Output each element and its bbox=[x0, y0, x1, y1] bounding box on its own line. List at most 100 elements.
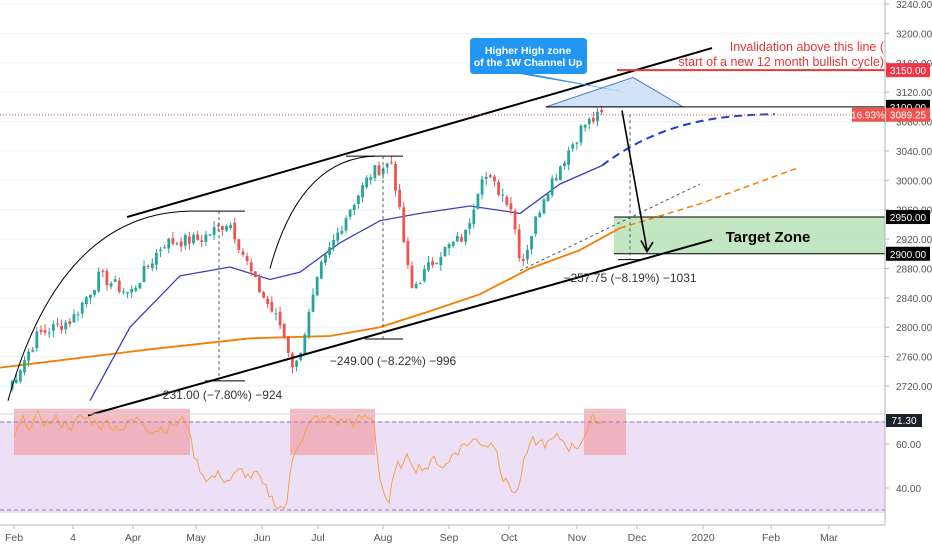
candle bbox=[455, 231, 459, 243]
candle-body bbox=[509, 203, 513, 210]
candle bbox=[377, 161, 381, 176]
candle bbox=[64, 319, 68, 335]
higher-high-label: Higher High zone of the 1W Channel Up bbox=[474, 45, 583, 69]
candle bbox=[472, 203, 476, 229]
price-marker-label: 2950.00 bbox=[890, 213, 927, 224]
price-marker bbox=[886, 210, 930, 225]
price-tick-label: 3120.00 bbox=[896, 88, 932, 99]
candle-body bbox=[559, 166, 562, 180]
candle bbox=[27, 348, 31, 367]
candle-body bbox=[521, 258, 525, 261]
arc-curve-2 bbox=[269, 155, 376, 269]
price-tick-label: 3000.00 bbox=[896, 176, 932, 187]
candle bbox=[175, 241, 179, 246]
candle bbox=[460, 233, 463, 243]
candle-body bbox=[402, 207, 406, 243]
candle bbox=[18, 369, 22, 384]
candle-body bbox=[348, 209, 352, 217]
candle-body bbox=[328, 247, 331, 256]
time-tick-label: Sep bbox=[440, 532, 459, 544]
price-tick-label: 2720.00 bbox=[896, 382, 932, 393]
candle-body bbox=[138, 283, 142, 289]
candle bbox=[410, 261, 414, 289]
candle bbox=[220, 225, 224, 236]
candle-body bbox=[295, 360, 298, 367]
rsi-overbought-zone bbox=[14, 408, 190, 455]
candle bbox=[183, 233, 187, 250]
candle bbox=[229, 222, 233, 231]
candle bbox=[542, 197, 546, 215]
candle-body bbox=[122, 291, 125, 293]
candle bbox=[163, 244, 167, 249]
candle-body bbox=[381, 168, 385, 175]
candle bbox=[291, 351, 294, 374]
invalidation-label: Invalidation above this line (start of a… bbox=[678, 40, 884, 69]
candle bbox=[43, 324, 47, 336]
candle bbox=[369, 174, 373, 185]
time-tick-label: Jul bbox=[311, 532, 324, 544]
price-marker-label: 2900.00 bbox=[890, 250, 927, 261]
candle bbox=[414, 281, 418, 289]
candle bbox=[336, 227, 340, 244]
candle bbox=[31, 347, 35, 353]
candle bbox=[435, 262, 439, 265]
candle-body bbox=[563, 162, 566, 167]
candle bbox=[249, 258, 253, 276]
candle bbox=[352, 203, 356, 216]
candle-body bbox=[377, 165, 381, 176]
candle bbox=[559, 165, 562, 181]
candle bbox=[187, 231, 191, 251]
candle bbox=[493, 174, 496, 187]
candle-body bbox=[274, 313, 278, 315]
last-price-marker bbox=[886, 107, 930, 122]
candle bbox=[418, 281, 422, 285]
candle-body bbox=[418, 283, 422, 285]
rsi-line bbox=[13, 410, 603, 510]
rsi-tick-label: 60.00 bbox=[896, 440, 921, 451]
candle bbox=[427, 255, 430, 272]
candle-body bbox=[484, 176, 488, 179]
candle bbox=[385, 162, 389, 174]
candle-body bbox=[357, 195, 360, 205]
candle-body bbox=[167, 238, 171, 249]
candle bbox=[109, 281, 113, 290]
price-marker-label: 3150.00 bbox=[890, 66, 927, 77]
candle-body bbox=[476, 193, 480, 209]
candle-body bbox=[291, 353, 294, 368]
candle-body bbox=[163, 247, 167, 249]
candle-body bbox=[550, 178, 554, 196]
candle-body bbox=[101, 270, 105, 272]
candle bbox=[171, 231, 175, 246]
time-tick-label: Apr bbox=[125, 532, 142, 544]
projection-arrow-head bbox=[640, 240, 654, 254]
candle bbox=[319, 259, 323, 280]
measure-label-aug: −249.00 (−8.22%) −996 bbox=[330, 354, 457, 368]
candle bbox=[538, 210, 542, 218]
candle-body bbox=[43, 330, 47, 333]
time-tick-label: Mar bbox=[820, 532, 839, 544]
candle bbox=[51, 320, 55, 338]
candle bbox=[35, 327, 39, 352]
target-zone-area bbox=[614, 217, 885, 254]
last-price-label: 3089.25 bbox=[890, 111, 927, 122]
candle-body bbox=[385, 163, 389, 168]
candle-body bbox=[270, 301, 274, 312]
candle bbox=[23, 356, 26, 376]
candle bbox=[204, 231, 208, 246]
candle-body bbox=[171, 238, 175, 244]
candle-body bbox=[225, 226, 228, 231]
candle bbox=[563, 160, 566, 170]
candle bbox=[122, 287, 125, 295]
time-tick-label: Feb bbox=[5, 532, 23, 544]
candle-body bbox=[76, 314, 80, 316]
candle-body bbox=[455, 236, 459, 242]
candle bbox=[402, 202, 406, 244]
candle bbox=[245, 252, 249, 265]
candle bbox=[113, 275, 117, 283]
candle-body bbox=[196, 234, 200, 240]
candle-body bbox=[237, 239, 241, 250]
candle bbox=[554, 173, 558, 182]
candle-body bbox=[241, 251, 245, 255]
candle bbox=[497, 179, 500, 197]
ma-200-projection bbox=[619, 166, 801, 229]
